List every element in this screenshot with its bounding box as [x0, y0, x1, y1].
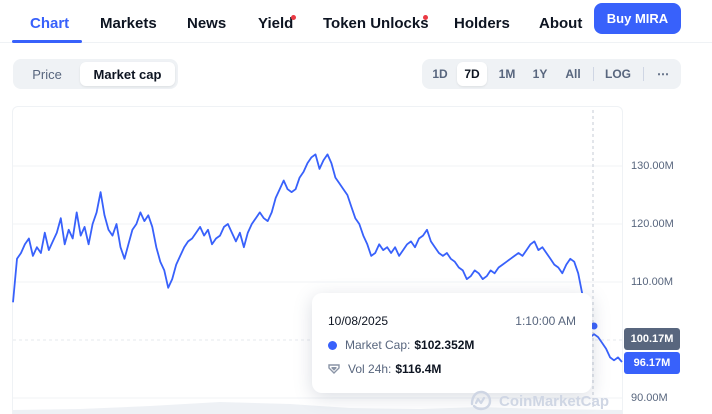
- tooltip-date: 10/08/2025: [328, 314, 389, 328]
- range-1m-button[interactable]: 1M: [498, 67, 516, 81]
- y-tick-label: 130.00M: [631, 160, 674, 172]
- y-tick-label: 90.00M: [631, 392, 668, 404]
- tooltip-volume-value: $116.4M: [395, 362, 442, 376]
- market-cap-toggle-button[interactable]: Market cap: [80, 62, 175, 86]
- yield-notification-dot: [291, 15, 296, 20]
- tooltip-market-cap-label: Market Cap:: [345, 338, 411, 352]
- active-tab-indicator: [12, 40, 82, 43]
- price-toggle-button[interactable]: Price: [32, 66, 62, 82]
- range-divider: [593, 67, 594, 81]
- tooltip-market-cap-value: $102.352M: [414, 338, 475, 352]
- top-nav: Chart Markets News Yield Token Unlocks H…: [0, 0, 712, 46]
- token-unlocks-notification-dot: [423, 15, 428, 20]
- coinmarketcap-logo-icon: [470, 390, 492, 411]
- volume-shield-icon: [328, 364, 340, 374]
- tab-news[interactable]: News: [187, 15, 227, 32]
- nav-divider: [0, 42, 712, 43]
- tab-about[interactable]: About: [539, 15, 583, 32]
- tooltip-volume-row: Vol 24h: $116.4M: [328, 362, 441, 376]
- tab-chart[interactable]: Chart: [30, 15, 70, 32]
- current-market-cap-tag: 100.17M: [624, 328, 680, 350]
- tab-markets[interactable]: Markets: [100, 15, 157, 32]
- range-divider: [643, 67, 644, 81]
- y-tick-label: 110.00M: [631, 276, 673, 288]
- range-1y-button[interactable]: 1Y: [532, 67, 548, 81]
- hover-point: [590, 322, 598, 330]
- watermark-text: CoinMarketCap: [499, 392, 610, 410]
- chart-type-toggle: Price Market cap: [13, 59, 178, 89]
- tooltip-market-cap-row: Market Cap: $102.352M: [328, 338, 474, 352]
- market-cap-series-line: [12, 153, 623, 363]
- y-tick-label: 120.00M: [631, 218, 674, 230]
- current-volume-tag: 96.17M: [624, 352, 680, 374]
- tab-holders[interactable]: Holders: [454, 15, 510, 32]
- tooltip-volume-label: Vol 24h:: [348, 362, 392, 376]
- tab-token-unlocks[interactable]: Token Unlocks: [323, 15, 429, 32]
- market-cap-dot-icon: [328, 340, 337, 350]
- chart-tooltip: 10/08/2025 1:10:00 AM Market Cap: $102.3…: [312, 293, 592, 393]
- range-all-button[interactable]: All: [565, 67, 581, 81]
- volume-area: [13, 402, 622, 414]
- tooltip-time: 1:10:00 AM: [515, 314, 576, 328]
- log-scale-button[interactable]: LOG: [605, 67, 631, 81]
- coinmarketcap-watermark: CoinMarketCap: [469, 390, 609, 412]
- range-1d-button[interactable]: 1D: [432, 67, 448, 81]
- chart-frame: [12, 106, 623, 414]
- buy-button[interactable]: Buy MIRA: [594, 3, 681, 34]
- tab-yield[interactable]: Yield: [258, 15, 294, 32]
- time-range-selector: 1D 7D 1M 1Y All LOG ⋯: [422, 59, 681, 89]
- range-7d-button[interactable]: 7D: [457, 62, 487, 86]
- more-options-icon[interactable]: ⋯: [657, 67, 669, 81]
